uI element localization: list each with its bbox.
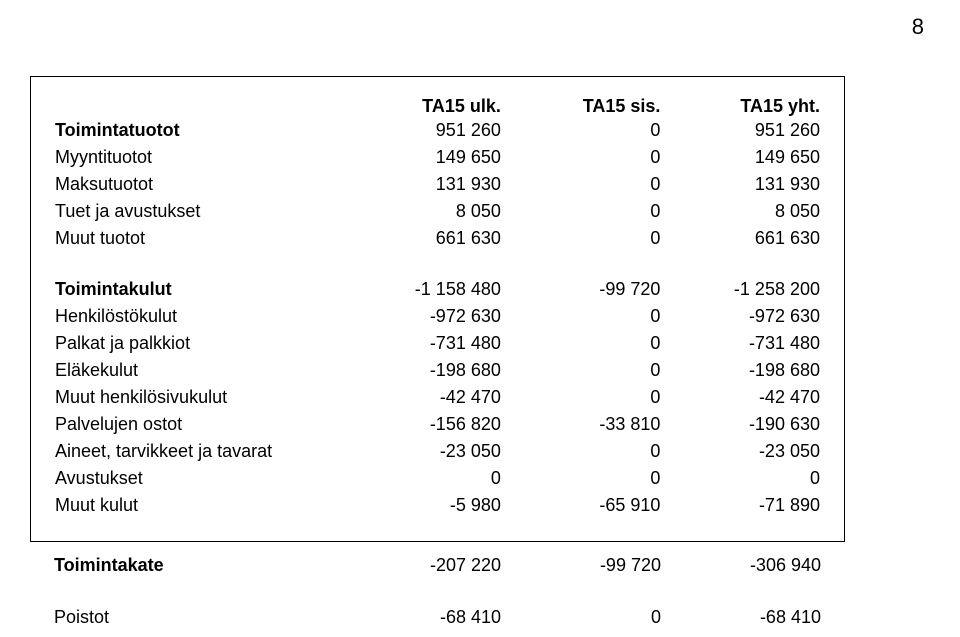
row-c3: -972 630 xyxy=(664,303,824,330)
table-row: Tuet ja avustukset 8 050 0 8 050 xyxy=(51,198,824,225)
poistot-c2: 0 xyxy=(505,604,665,631)
income-title: Toimintatuotot xyxy=(51,120,345,144)
expenses-section-row: Toimintakulut -1 158 480 -99 720 -1 258 … xyxy=(51,276,824,303)
row-c1: -42 470 xyxy=(345,384,505,411)
table-row: Myyntituotot 149 650 0 149 650 xyxy=(51,144,824,171)
header-col-1: TA15 ulk. xyxy=(345,93,505,120)
table-row: Maksutuotot 131 930 0 131 930 xyxy=(51,171,824,198)
row-c1: 0 xyxy=(345,465,505,492)
table-row: Palvelujen ostot -156 820 -33 810 -190 6… xyxy=(51,411,824,438)
table-row: Aineet, tarvikkeet ja tavarat -23 050 0 … xyxy=(51,438,824,465)
row-label: Palvelujen ostot xyxy=(51,411,345,438)
poistot-label: Poistot xyxy=(50,604,345,631)
income-c3: 951 260 xyxy=(664,120,824,144)
table-row: Henkilöstökulut -972 630 0 -972 630 xyxy=(51,303,824,330)
row-c1: -972 630 xyxy=(345,303,505,330)
row-c2: 0 xyxy=(505,465,665,492)
row-c1: 8 050 xyxy=(345,198,505,225)
table-row: Muut henkilösivukulut -42 470 0 -42 470 xyxy=(51,384,824,411)
row-c1: 131 930 xyxy=(345,171,505,198)
row-c3: 149 650 xyxy=(664,144,824,171)
header-row: TA15 ulk. TA15 sis. TA15 yht. xyxy=(51,93,824,120)
row-c1: -156 820 xyxy=(345,411,505,438)
row-c3: -198 680 xyxy=(664,357,824,384)
row-label: Muut henkilösivukulut xyxy=(51,384,345,411)
financial-table: TA15 ulk. TA15 sis. TA15 yht. Toimintatu… xyxy=(51,93,824,519)
toimintakate-c2: -99 720 xyxy=(505,552,665,579)
row-label: Muut tuotot xyxy=(51,225,345,252)
toimintakate-c3: -306 940 xyxy=(665,552,825,579)
toimintakate-label: Toimintakate xyxy=(50,552,345,579)
row-label: Eläkekulut xyxy=(51,357,345,384)
poistot-row: Poistot -68 410 0 -68 410 xyxy=(30,604,845,631)
row-c2: 0 xyxy=(505,144,665,171)
row-c3: 0 xyxy=(664,465,824,492)
table-row: Avustukset 0 0 0 xyxy=(51,465,824,492)
row-label: Henkilöstökulut xyxy=(51,303,345,330)
row-c2: 0 xyxy=(505,330,665,357)
expenses-title: Toimintakulut xyxy=(51,276,345,303)
row-c3: -42 470 xyxy=(664,384,824,411)
row-label: Muut kulut xyxy=(51,492,345,519)
table-row: Palkat ja palkkiot -731 480 0 -731 480 xyxy=(51,330,824,357)
income-section-row: Toimintatuotot 951 260 0 951 260 xyxy=(51,120,824,144)
row-c3: -71 890 xyxy=(664,492,824,519)
poistot-c3: -68 410 xyxy=(665,604,825,631)
table-row: Muut tuotot 661 630 0 661 630 xyxy=(51,225,824,252)
expenses-c3: -1 258 200 xyxy=(664,276,824,303)
row-c1: -198 680 xyxy=(345,357,505,384)
row-c1: 149 650 xyxy=(345,144,505,171)
page-number: 8 xyxy=(912,14,924,40)
table-row: Eläkekulut -198 680 0 -198 680 xyxy=(51,357,824,384)
row-c2: 0 xyxy=(505,303,665,330)
row-label: Tuet ja avustukset xyxy=(51,198,345,225)
row-c2: 0 xyxy=(505,384,665,411)
table-row: Muut kulut -5 980 -65 910 -71 890 xyxy=(51,492,824,519)
income-c2: 0 xyxy=(505,120,665,144)
row-c1: -5 980 xyxy=(345,492,505,519)
row-c3: 661 630 xyxy=(664,225,824,252)
expenses-c1: -1 158 480 xyxy=(345,276,505,303)
row-c2: 0 xyxy=(505,225,665,252)
toimintakate-c1: -207 220 xyxy=(345,552,505,579)
row-c2: 0 xyxy=(505,171,665,198)
row-c3: -731 480 xyxy=(664,330,824,357)
poistot-c1: -68 410 xyxy=(345,604,505,631)
row-c2: 0 xyxy=(505,438,665,465)
income-c1: 951 260 xyxy=(345,120,505,144)
expenses-c2: -99 720 xyxy=(505,276,665,303)
financial-table-box: TA15 ulk. TA15 sis. TA15 yht. Toimintatu… xyxy=(30,76,845,542)
row-c1: -23 050 xyxy=(345,438,505,465)
row-c2: -65 910 xyxy=(505,492,665,519)
row-c3: 8 050 xyxy=(664,198,824,225)
row-label: Myyntituotot xyxy=(51,144,345,171)
row-c2: 0 xyxy=(505,198,665,225)
page: 8 TA15 ulk. TA15 sis. TA15 yht. Toiminta… xyxy=(0,0,960,637)
row-c2: 0 xyxy=(505,357,665,384)
row-label: Aineet, tarvikkeet ja tavarat xyxy=(51,438,345,465)
row-c3: 131 930 xyxy=(664,171,824,198)
header-col-2: TA15 sis. xyxy=(505,93,665,120)
toimintakate-row: Toimintakate -207 220 -99 720 -306 940 xyxy=(30,552,845,579)
row-c1: -731 480 xyxy=(345,330,505,357)
row-c2: -33 810 xyxy=(505,411,665,438)
row-label: Avustukset xyxy=(51,465,345,492)
row-c3: -190 630 xyxy=(664,411,824,438)
row-c1: 661 630 xyxy=(345,225,505,252)
row-label: Maksutuotot xyxy=(51,171,345,198)
row-label: Palkat ja palkkiot xyxy=(51,330,345,357)
row-c3: -23 050 xyxy=(664,438,824,465)
header-col-3: TA15 yht. xyxy=(664,93,824,120)
